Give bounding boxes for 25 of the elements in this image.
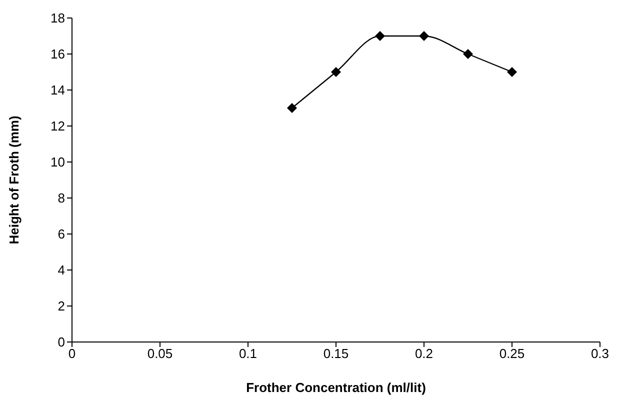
y-tick-label: 14 bbox=[50, 82, 65, 98]
x-tick-label: 0.3 bbox=[590, 346, 610, 362]
point bbox=[507, 67, 517, 77]
y-tick-label: 0 bbox=[58, 334, 65, 350]
y-axis-title: Height of Froth (mm) bbox=[6, 116, 22, 244]
y-tick-label: 2 bbox=[58, 298, 65, 314]
point bbox=[463, 49, 473, 59]
y-tick-label: 10 bbox=[50, 154, 65, 170]
point bbox=[419, 31, 429, 41]
x-axis-title: Frother Concentration (ml/lit) bbox=[246, 380, 426, 395]
x-tick-label: 0.25 bbox=[499, 346, 525, 362]
point bbox=[375, 31, 385, 41]
y-tick-label: 6 bbox=[58, 226, 65, 242]
y-tick-label: 8 bbox=[58, 190, 65, 206]
y-tick-label: 4 bbox=[58, 262, 65, 278]
y-tick-label: 18 bbox=[50, 10, 65, 26]
y-tick-label: 12 bbox=[50, 118, 65, 134]
point bbox=[287, 103, 297, 113]
y-tick-label: 16 bbox=[50, 46, 65, 62]
x-tick-label: 0.15 bbox=[323, 346, 349, 362]
point bbox=[331, 67, 341, 77]
x-tick-label: 0 bbox=[68, 346, 76, 362]
x-tick-label: 0.2 bbox=[414, 346, 434, 362]
x-tick-label: 0.1 bbox=[238, 346, 258, 362]
x-tick-label: 0.05 bbox=[147, 346, 173, 362]
